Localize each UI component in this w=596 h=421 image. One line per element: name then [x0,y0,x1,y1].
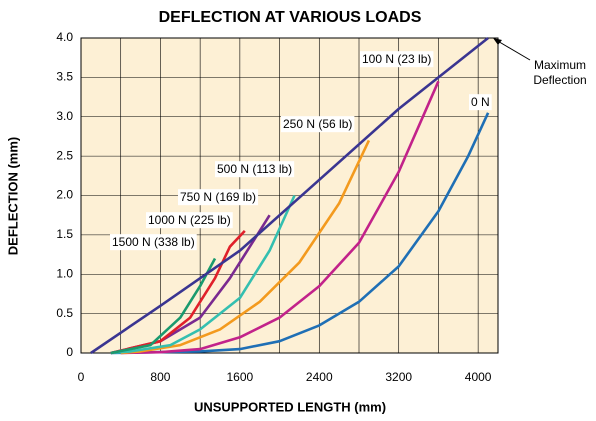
y-tick-label: 1.5 [56,227,73,241]
series-line [110,194,296,355]
series-label-bg [360,51,434,68]
series-label: 100 N (23 lb) [362,52,431,66]
y-axis-label: DEFLECTION (mm) [5,137,20,255]
y-tick-label: 2.0 [56,188,73,202]
x-tick-label: 1600 [227,370,254,384]
x-axis-label: UNSUPPORTED LENGTH (mm) [194,399,386,414]
annotation: Maximum [534,58,586,72]
series-label: 500 N (113 lb) [217,162,292,176]
y-tick-label: 3.5 [56,70,73,84]
y-tick-label: 0.5 [56,306,73,320]
y-tick-label: 0 [66,345,73,359]
series-label: 1000 N (225 lb) [148,213,231,227]
y-tick-label: 2.5 [56,148,73,162]
x-tick-label: 4000 [465,370,492,384]
y-tick-label: 4.0 [56,30,73,44]
annotation-arrow [495,39,531,61]
series-label: 250 N (56 lb) [283,117,352,131]
series-label-bg [146,212,233,229]
series-line [120,139,371,355]
x-tick-label: 0 [78,370,85,384]
series-label-bg [178,189,259,206]
series-label-bg [281,116,355,133]
series-line [120,80,440,355]
series-label-bg [110,234,197,251]
series-label-bg [215,161,295,178]
series-line [90,36,489,355]
y-tick-label: 1.0 [56,266,73,280]
series-label: 1500 N (338 lb) [112,235,195,249]
series-line [110,112,490,355]
annotation-arrowhead [493,38,502,45]
x-tick-label: 2400 [306,370,333,384]
series-line [110,257,217,355]
plot-frame [80,37,499,354]
series-label: 750 N (169 lb) [180,190,256,204]
y-tick-label: 3.0 [56,109,73,123]
annotation: Deflection [533,73,586,87]
x-tick-label: 800 [150,370,170,384]
chart-title: DEFLECTION AT VARIOUS LOADS [159,9,422,26]
series-label: 0 N [471,95,490,109]
x-tick-label: 3200 [385,370,412,384]
series-label-bg [469,94,492,111]
